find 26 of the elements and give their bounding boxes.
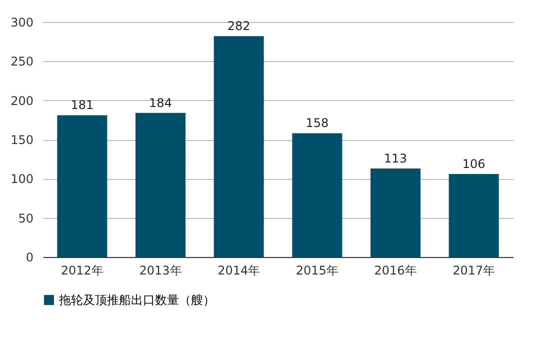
x-tick-label: 2012年	[60, 264, 104, 278]
y-tick-label: 200	[10, 94, 34, 108]
x-tick-label: 2014年	[218, 264, 260, 278]
y-tick-label: 50	[18, 211, 34, 226]
data-label: 158	[306, 116, 329, 130]
legend-label: 拖轮及顶推船出口数量（艘）	[58, 293, 215, 307]
x-tick-label: 2013年	[139, 264, 182, 278]
y-tick-label: 0	[26, 250, 34, 264]
y-tick-label: 250	[10, 54, 34, 69]
bar	[448, 174, 499, 257]
x-tick-label: 2017年	[452, 264, 496, 278]
data-label: 184	[149, 96, 172, 110]
y-tick-label: 300	[10, 16, 34, 30]
y-tick-label: 150	[10, 133, 34, 147]
data-label: 113	[384, 151, 407, 166]
y-tick-label: 100	[10, 172, 34, 186]
bar	[57, 115, 108, 257]
bar	[370, 168, 420, 257]
x-tick-label: 2015年	[296, 264, 338, 278]
bar	[136, 112, 186, 257]
x-tick-label: 2016年	[374, 264, 417, 278]
bar	[214, 36, 264, 257]
data-label: 106	[462, 156, 486, 171]
bar	[292, 133, 342, 257]
data-label: 181	[70, 98, 94, 112]
data-label: 282	[227, 19, 250, 34]
